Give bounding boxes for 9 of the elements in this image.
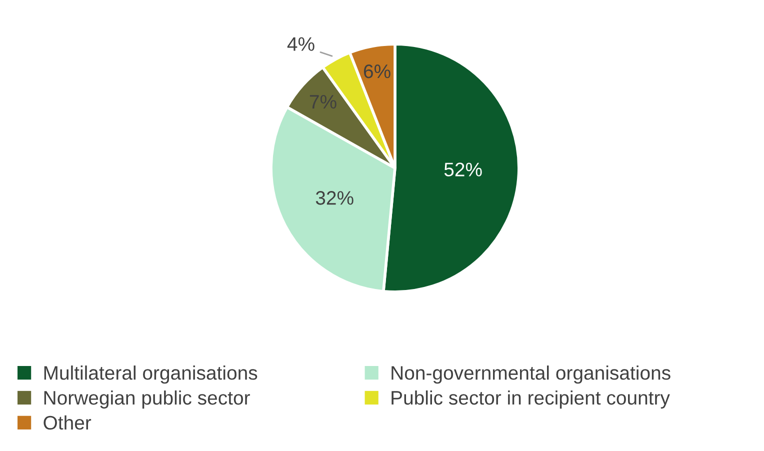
legend-label: Non-governmental organisations: [392, 366, 670, 384]
data-label: 4%: [287, 37, 314, 51]
legend-label: Multilateral organisations: [44, 366, 258, 384]
data-label: 52%: [444, 162, 482, 176]
legend-label: Other: [44, 415, 92, 430]
legend-label: Norwegian public sector: [44, 390, 250, 409]
data-label: 6%: [364, 64, 390, 78]
legend-label: Public sector in recipient country: [392, 390, 670, 409]
data-label: 32%: [316, 191, 354, 205]
